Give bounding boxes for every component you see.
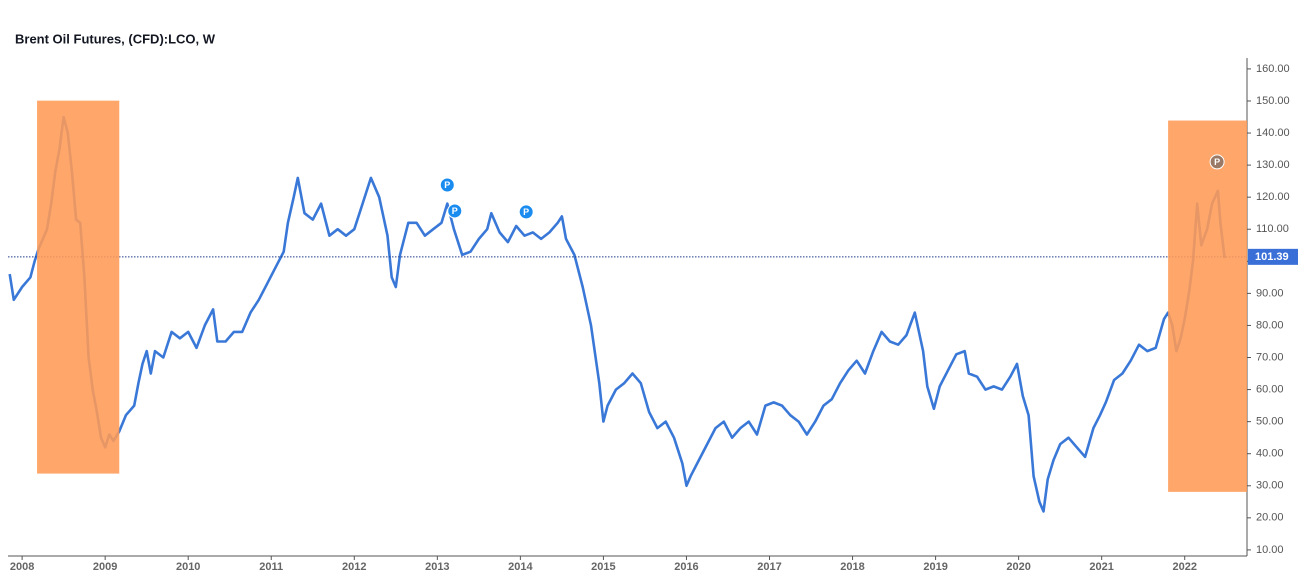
x-tick-label: 2012: [342, 561, 366, 573]
x-tick-label: 2016: [674, 561, 698, 573]
event-marker: [1209, 154, 1225, 170]
x-tick-label: 2020: [1006, 561, 1030, 573]
y-tick-label: 50.00: [1256, 416, 1284, 428]
event-marker-label: P: [444, 180, 450, 190]
y-tick-label: 20.00: [1256, 512, 1284, 524]
last-price-box: [1248, 248, 1298, 265]
x-tick-label: 2009: [93, 561, 117, 573]
chart-title: Brent Oil Futures, (CFD):LCO, W: [15, 31, 216, 46]
y-tick-label: 40.00: [1256, 448, 1284, 460]
event-marker: [439, 177, 455, 193]
y-tick-label: 150.00: [1256, 95, 1290, 107]
y-tick-label: 120.00: [1256, 191, 1290, 203]
y-tick-label: 70.00: [1256, 351, 1284, 363]
x-tick-label: 2022: [1172, 561, 1196, 573]
event-marker-label: P: [523, 207, 529, 217]
highlight-box: [1168, 120, 1247, 492]
price-line: [8, 115, 1226, 513]
y-tick-label: 80.00: [1256, 319, 1284, 331]
highlight-box: [37, 100, 120, 474]
y-tick-label: 60.00: [1256, 383, 1284, 395]
event-marker-label: P: [452, 206, 458, 216]
x-tick-label: 2011: [259, 561, 283, 573]
x-tick-label: 2015: [591, 561, 615, 573]
x-tick-label: 2017: [757, 561, 781, 573]
x-tick-label: 2019: [923, 561, 947, 573]
x-tick-label: 2018: [840, 561, 864, 573]
event-marker: [518, 204, 534, 220]
y-tick-label: 130.00: [1256, 159, 1290, 171]
x-tick-label: 2008: [10, 561, 34, 573]
event-marker: [447, 203, 463, 219]
x-tick-label: 2010: [176, 561, 200, 573]
y-tick-label: 30.00: [1256, 480, 1284, 492]
x-tick-label: 2013: [425, 561, 449, 573]
y-tick-label: 10.00: [1256, 544, 1284, 556]
last-price-label: 101.39: [1255, 251, 1289, 263]
x-tick-label: 2014: [508, 561, 533, 573]
y-tick-label: 90.00: [1256, 287, 1284, 299]
y-tick-label: 160.00: [1256, 63, 1290, 75]
event-marker-label: P: [1214, 157, 1220, 167]
x-tick-label: 2021: [1089, 561, 1113, 573]
y-tick-label: 140.00: [1256, 127, 1290, 139]
y-tick-label: 110.00: [1256, 223, 1289, 235]
